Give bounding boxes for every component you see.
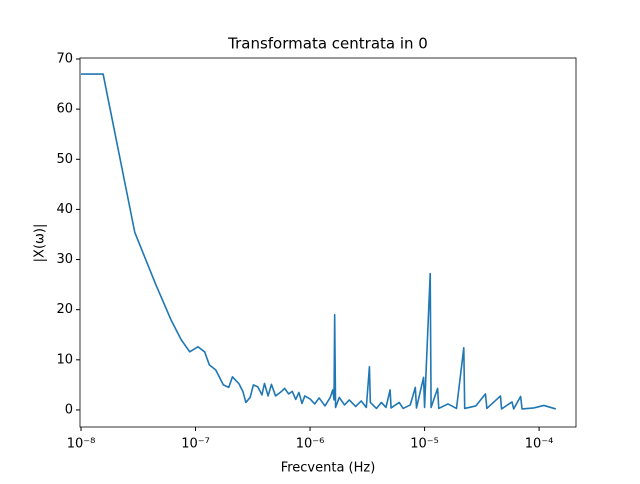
y-tick-label: 20: [56, 302, 73, 317]
y-tick-label: 50: [56, 152, 73, 167]
data-line: [81, 73, 557, 410]
y-axis-label: |X(ω)|: [33, 224, 48, 263]
y-tick-label: 10: [56, 352, 73, 367]
x-tick-label: 10⁻⁵: [410, 437, 439, 452]
y-tick-label: 30: [56, 252, 73, 267]
y-tick-label: 70: [56, 52, 73, 67]
x-tick-label: 10⁻⁷: [181, 437, 210, 452]
y-tick-label: 60: [56, 102, 73, 117]
plot-frame: [79, 57, 577, 428]
chart-title: Transformata centrata in 0: [227, 35, 428, 53]
x-axis-label: Frecventa (Hz): [281, 461, 376, 476]
y-tick-label: 0: [65, 402, 73, 417]
x-tick-label: 10⁻⁴: [525, 437, 554, 452]
y-tick-label: 40: [56, 202, 73, 217]
x-tick-label: 10⁻⁸: [67, 437, 96, 452]
x-tick-label: 10⁻⁶: [296, 437, 325, 452]
